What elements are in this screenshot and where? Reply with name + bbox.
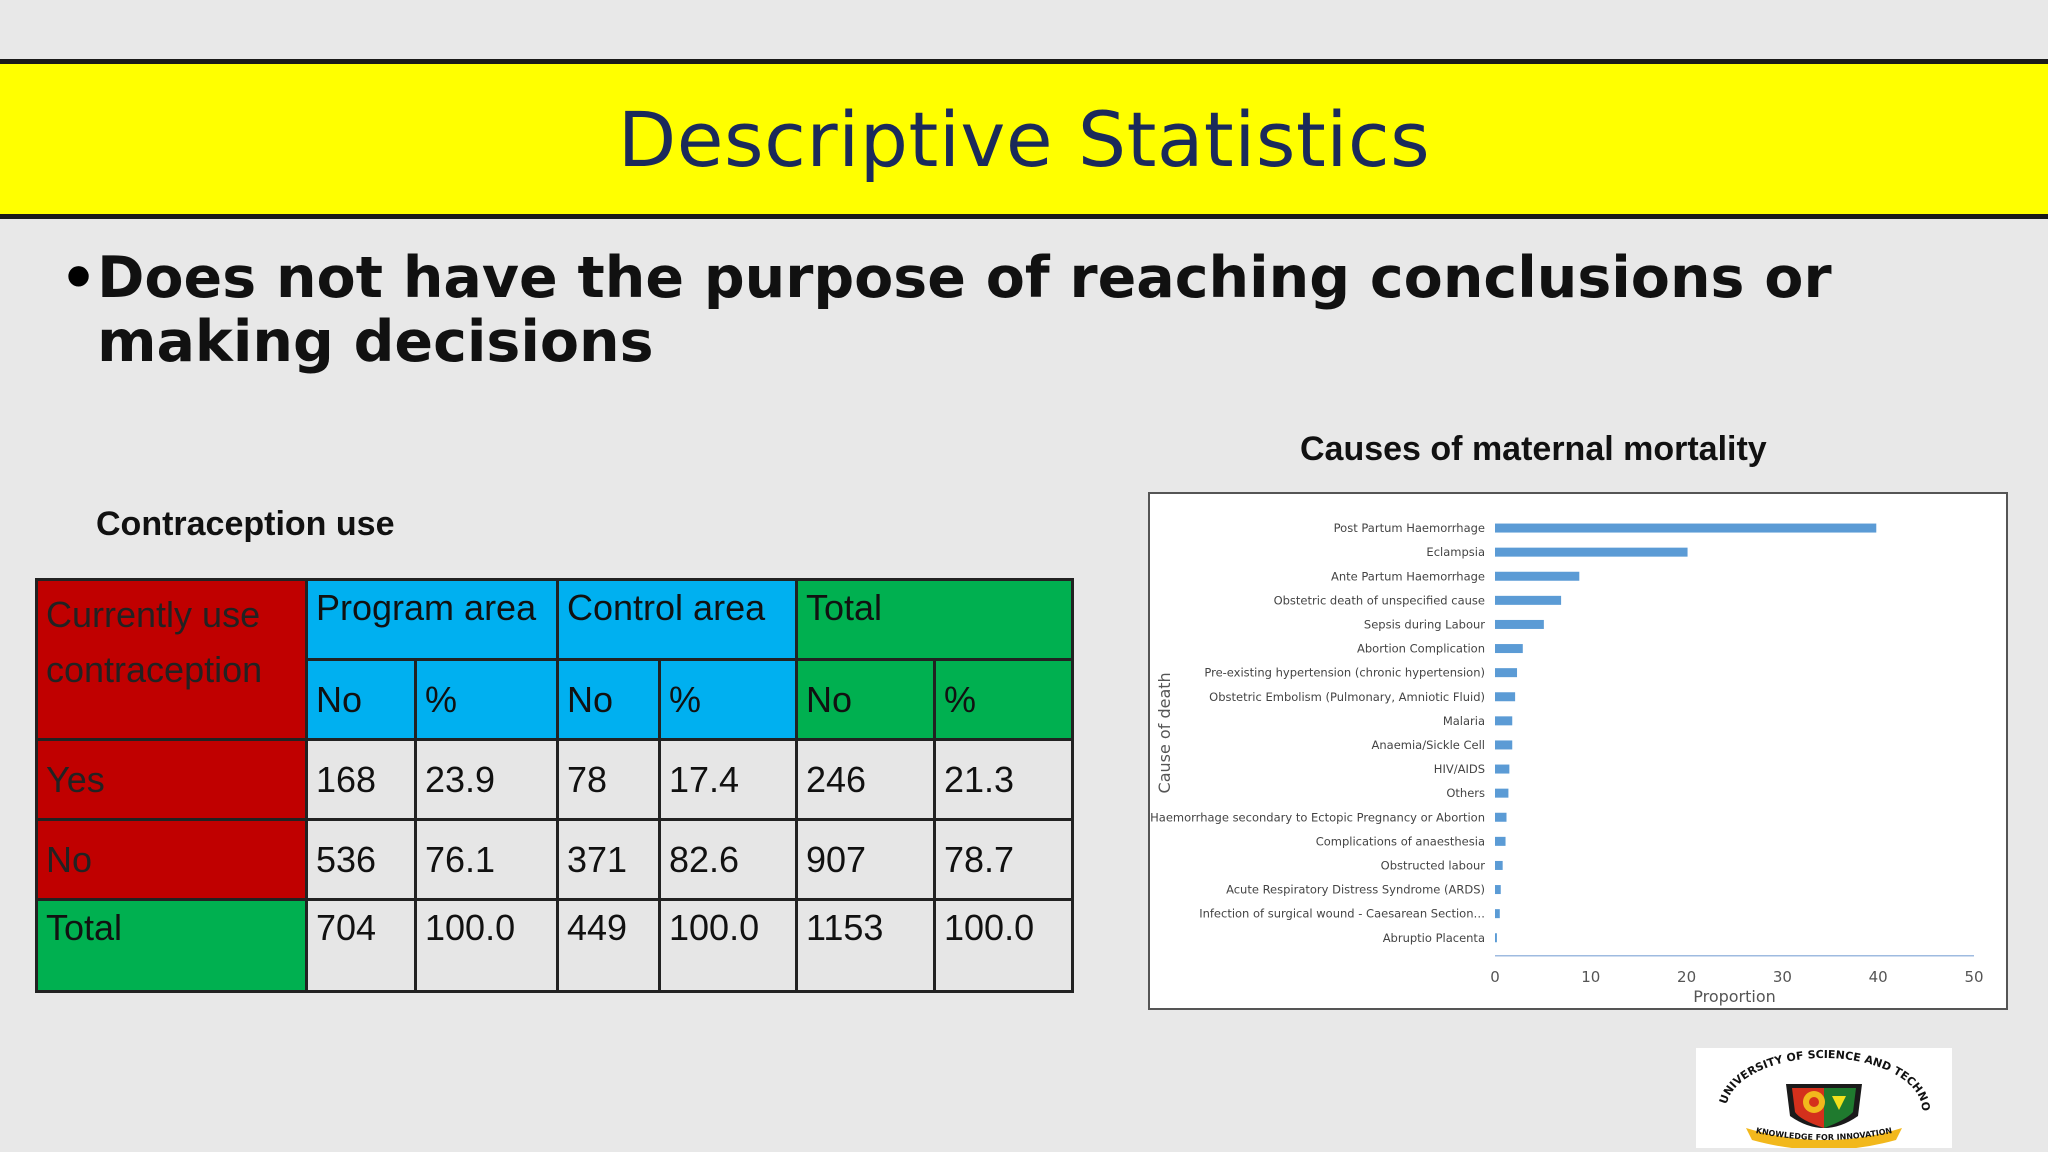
bar (1495, 885, 1501, 895)
table-cell: 100.0 (414, 898, 559, 993)
bar (1495, 547, 1688, 557)
bar (1495, 836, 1506, 846)
group-control-area: Control area (556, 578, 798, 661)
bullet-symbol: • (60, 244, 98, 312)
bar (1495, 860, 1503, 870)
bar (1495, 788, 1509, 798)
table-row: Yes 168 23.9 78 17.4 246 21.3 (35, 738, 1074, 821)
sub-header: No (305, 658, 417, 741)
category-label: Acute Respiratory Distress Syndrome (ARD… (1226, 883, 1485, 897)
table-cell: 449 (556, 898, 661, 993)
bar (1495, 644, 1523, 654)
table-cell: 168 (305, 738, 417, 821)
sub-header: No (556, 658, 661, 741)
x-tick-label: 20 (1677, 968, 1696, 986)
university-seal-icon: FIRST UNIVERSITY OF SCIENCE AND TECHNOLO… (1691, 1038, 1932, 1150)
table-row: No 536 76.1 371 82.6 907 78.7 (35, 818, 1074, 901)
x-tick-label: 30 (1773, 968, 1792, 986)
category-label: Abruptio Placenta (1383, 931, 1485, 945)
category-label: Pre-existing hypertension (chronic hyper… (1204, 666, 1485, 680)
table-cell: 907 (795, 818, 936, 901)
table-cell: 17.4 (658, 738, 798, 821)
category-label: Abortion Complication (1357, 642, 1485, 656)
sub-header: % (933, 658, 1074, 741)
table-cell: 100.0 (658, 898, 798, 993)
table-cell: 100.0 (933, 898, 1074, 993)
sub-header: % (658, 658, 798, 741)
table-cell: 76.1 (414, 818, 559, 901)
category-label: Obstetric Embolism (Pulmonary, Amniotic … (1209, 690, 1485, 704)
contraception-table: Currently use contraception Program area… (35, 578, 1074, 993)
category-label: Post Partum Haemorrhage (1334, 521, 1485, 535)
slide-title: Descriptive Statistics (617, 94, 1431, 184)
x-tick-label: 40 (1869, 968, 1888, 986)
category-label: Anaemia/Sickle Cell (1372, 738, 1486, 752)
table-cell: 1153 (795, 898, 936, 993)
x-tick-label: 10 (1581, 968, 1600, 986)
table-cell: 246 (795, 738, 936, 821)
table-row: Total 704 100.0 449 100.0 1153 100.0 (35, 898, 1074, 993)
group-total: Total (795, 578, 1074, 661)
category-label: Complications of anaesthesia (1316, 834, 1485, 848)
category-label: Others (1446, 786, 1485, 800)
x-tick-label: 50 (1964, 968, 1983, 986)
table-cell: 23.9 (414, 738, 559, 821)
table-cell: 704 (305, 898, 417, 993)
bar (1495, 668, 1518, 678)
bar (1495, 740, 1513, 750)
university-logo: FIRST UNIVERSITY OF SCIENCE AND TECHNOLO… (1691, 1038, 1952, 1150)
category-label: Obstructed labour (1381, 858, 1486, 872)
category-label: HIV/AIDS (1434, 762, 1485, 776)
bar (1495, 571, 1580, 581)
table-cell: 21.3 (933, 738, 1074, 821)
bar (1495, 595, 1562, 605)
category-label: Ante Partum Haemorrhage (1331, 569, 1485, 583)
chart-title: Causes of maternal mortality (1300, 430, 1767, 468)
group-program-area: Program area (305, 578, 559, 661)
bar (1495, 619, 1544, 629)
category-label: Sepsis during Labour (1364, 617, 1485, 631)
bar (1495, 692, 1516, 702)
category-label: Haemorrhage secondary to Ectopic Pregnan… (1150, 810, 1485, 824)
title-bar: Descriptive Statistics (0, 59, 2048, 219)
row-label: Yes (35, 738, 308, 821)
sub-header: % (414, 658, 559, 741)
header-row-label: Currently use contraception (35, 578, 308, 741)
bullet-point: • Does not have the purpose of reaching … (60, 246, 2020, 374)
table-cell: 536 (305, 818, 417, 901)
category-label: Infection of surgical wound - Caesarean … (1199, 907, 1485, 921)
bullet-text: Does not have the purpose of reaching co… (97, 245, 1832, 375)
category-label: Eclampsia (1426, 545, 1485, 559)
mortality-bar-chart: Post Partum Haemorrhage Eclampsia Ante Par… (1150, 521, 1983, 1006)
table-cell: 82.6 (658, 818, 798, 901)
bar (1495, 909, 1500, 919)
bar (1495, 716, 1513, 726)
row-label: Total (35, 898, 308, 993)
y-axis-label: Cause of death (1155, 672, 1174, 793)
x-tick-label: 0 (1490, 968, 1500, 986)
bar (1495, 933, 1497, 943)
category-label: Obstetric death of unspecified cause (1274, 593, 1485, 607)
category-label: Malaria (1443, 714, 1485, 728)
table-cell: 78.7 (933, 818, 1074, 901)
chart-container: Post Partum Haemorrhage Eclampsia Ante Par… (1148, 492, 2008, 1010)
table-cell: 78 (556, 738, 661, 821)
bar (1495, 812, 1507, 822)
table-cell: 371 (556, 818, 661, 901)
row-label: No (35, 818, 308, 901)
bar (1495, 764, 1510, 774)
bar (1495, 523, 1877, 533)
sub-header: No (795, 658, 936, 741)
x-axis-label: Proportion (1693, 987, 1776, 1006)
table-title: Contraception use (96, 505, 395, 543)
